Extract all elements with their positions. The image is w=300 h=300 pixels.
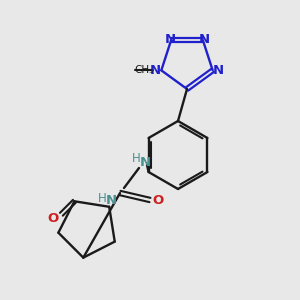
Text: O: O <box>48 212 59 225</box>
Text: N: N <box>106 194 117 207</box>
Text: CH₃: CH₃ <box>134 65 154 75</box>
Text: N: N <box>150 64 161 77</box>
Text: N: N <box>140 157 151 169</box>
Text: O: O <box>152 194 164 206</box>
Text: N: N <box>213 64 224 77</box>
Text: N: N <box>165 33 176 46</box>
Text: N: N <box>198 33 209 46</box>
Text: H: H <box>132 152 140 164</box>
Text: H: H <box>98 192 106 205</box>
